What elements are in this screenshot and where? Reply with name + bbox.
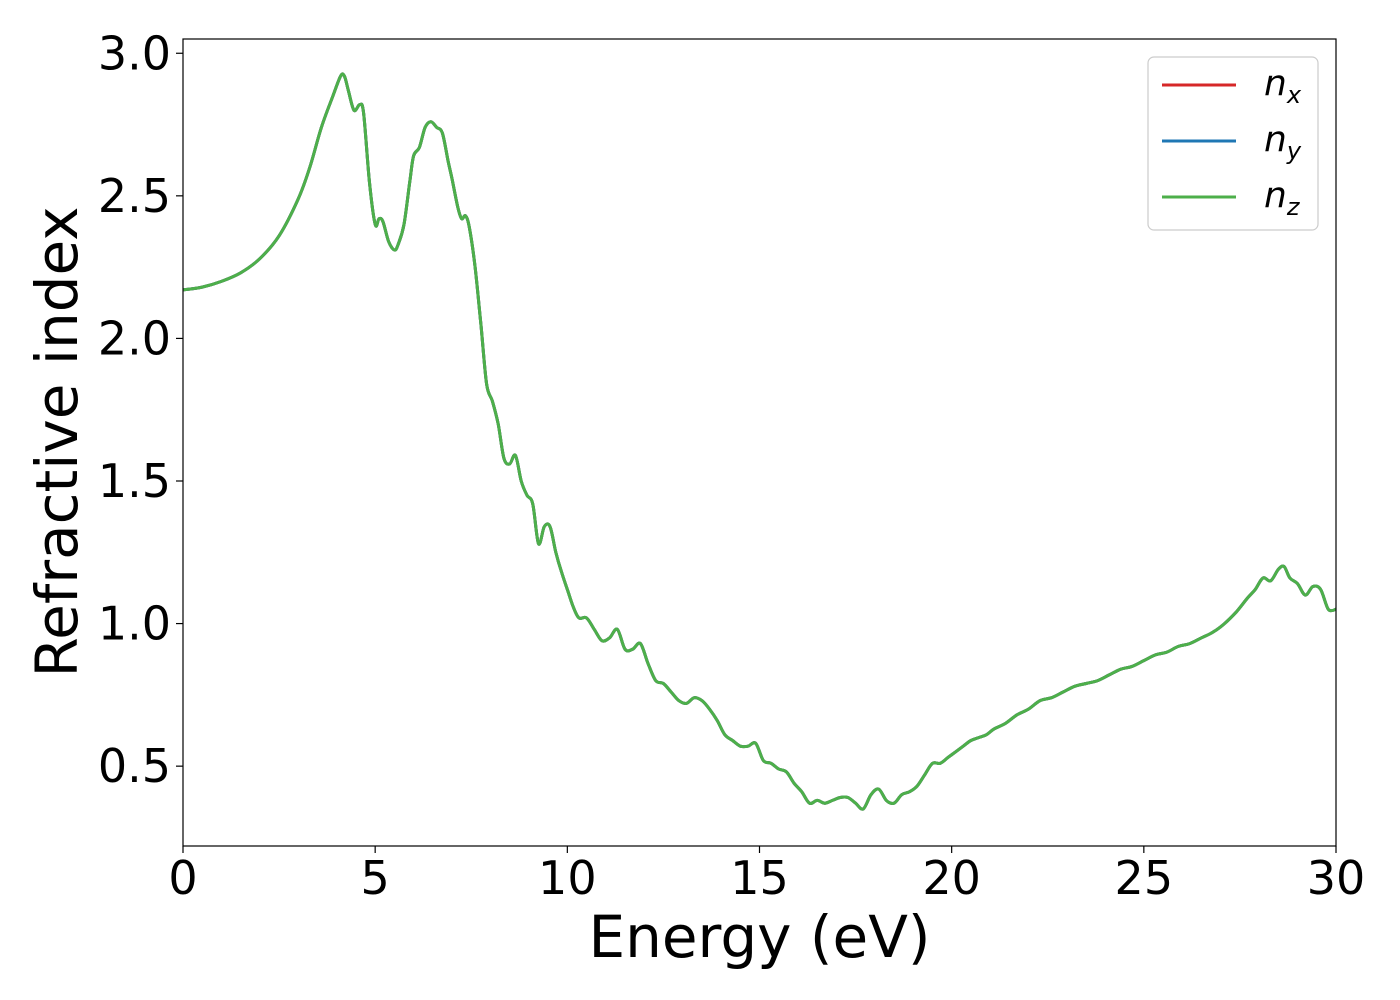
y-tick-label: 2.5 <box>98 169 171 223</box>
legend-label-z: nz <box>1264 175 1301 221</box>
legend-label-y: ny <box>1264 119 1302 165</box>
x-tick-label: 5 <box>361 851 390 905</box>
x-tick-label: 0 <box>168 851 197 905</box>
legend-label-main: n <box>1264 63 1287 104</box>
x-axis: 0 5 10 15 20 25 30 <box>168 846 1365 905</box>
y-tick-label: 3.0 <box>98 26 171 80</box>
y-tick-label: 2.0 <box>98 311 171 365</box>
x-tick-label: 20 <box>922 851 981 905</box>
x-axis-title: Energy (eV) <box>588 903 930 971</box>
x-tick-label: 30 <box>1307 851 1366 905</box>
y-axis: 0.5 1.0 1.5 2.0 2.5 3.0 <box>98 26 183 793</box>
legend-label-sub: z <box>1286 193 1301 221</box>
x-tick-label: 10 <box>538 851 597 905</box>
legend-box <box>1147 56 1319 231</box>
series-layer <box>182 72 1337 811</box>
y-tick-label: 1.5 <box>98 454 171 508</box>
x-tick-label: 25 <box>1115 851 1174 905</box>
legend-label-sub: y <box>1286 137 1302 165</box>
legend-label-main: n <box>1264 175 1287 216</box>
y-tick-label: 0.5 <box>98 739 171 793</box>
y-axis-title: Refractive index <box>23 206 91 677</box>
x-tick-label: 15 <box>730 851 789 905</box>
legend-label-sub: x <box>1286 81 1302 109</box>
legend-label-x: nx <box>1264 63 1302 109</box>
series-line-z <box>182 72 1337 811</box>
y-tick-label: 1.0 <box>98 597 171 651</box>
legend-label-main: n <box>1264 119 1287 160</box>
